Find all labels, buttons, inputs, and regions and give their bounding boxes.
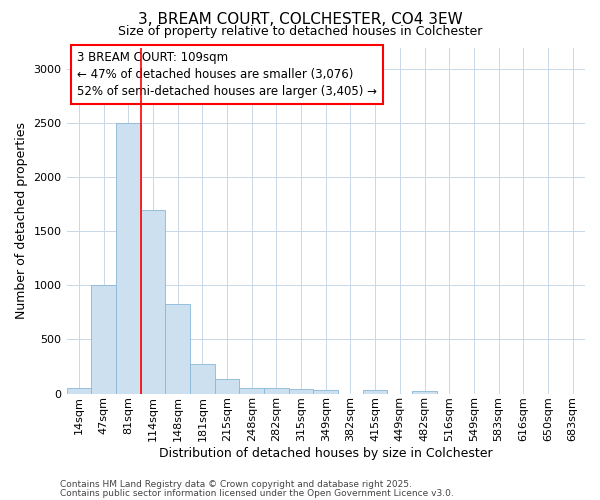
Bar — [140, 210, 165, 394]
Text: Size of property relative to detached houses in Colchester: Size of property relative to detached ho… — [118, 25, 482, 38]
Bar — [116, 123, 140, 394]
Bar — [91, 286, 116, 394]
Y-axis label: Number of detached properties: Number of detached properties — [15, 122, 28, 319]
Text: 3 BREAM COURT: 109sqm
← 47% of detached houses are smaller (3,076)
52% of semi-d: 3 BREAM COURT: 109sqm ← 47% of detached … — [77, 51, 377, 98]
Bar — [264, 388, 289, 394]
Bar — [215, 380, 239, 394]
Text: Contains public sector information licensed under the Open Government Licence v3: Contains public sector information licen… — [60, 488, 454, 498]
Bar — [190, 364, 215, 394]
X-axis label: Distribution of detached houses by size in Colchester: Distribution of detached houses by size … — [159, 447, 493, 460]
Bar — [289, 389, 313, 394]
Bar — [239, 388, 264, 394]
Bar — [412, 392, 437, 394]
Bar — [363, 390, 388, 394]
Bar — [165, 304, 190, 394]
Text: Contains HM Land Registry data © Crown copyright and database right 2025.: Contains HM Land Registry data © Crown c… — [60, 480, 412, 489]
Bar — [313, 390, 338, 394]
Bar — [67, 388, 91, 394]
Text: 3, BREAM COURT, COLCHESTER, CO4 3EW: 3, BREAM COURT, COLCHESTER, CO4 3EW — [137, 12, 463, 28]
